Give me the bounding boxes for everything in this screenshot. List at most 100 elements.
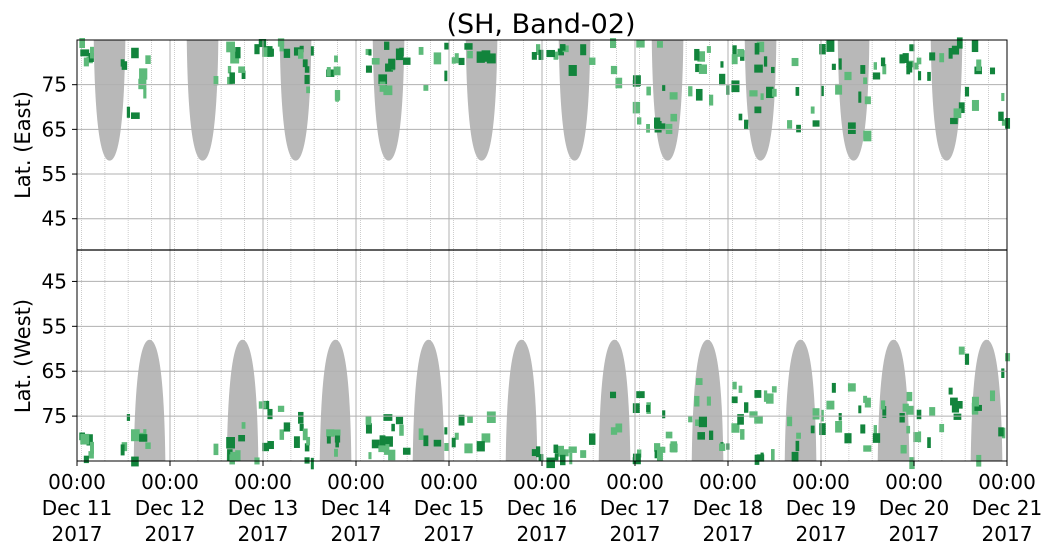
x-tick-label: 00:00 xyxy=(234,470,292,494)
x-tick-label: 00:00 xyxy=(606,470,664,494)
activity-cell-east xyxy=(771,88,777,97)
data-gap-lobe-west xyxy=(505,339,538,461)
activity-cell-east xyxy=(554,52,559,60)
activity-cell-east xyxy=(913,62,919,70)
activity-cell-west xyxy=(948,387,953,395)
activity-cell-west xyxy=(974,404,982,411)
activity-cell-east xyxy=(304,66,310,73)
activity-cell-east xyxy=(688,86,693,97)
activity-cell-east xyxy=(819,43,826,55)
activity-cell-east xyxy=(464,43,473,50)
activity-cell-east xyxy=(831,63,836,70)
activity-cell-west xyxy=(569,452,573,465)
activity-cell-west xyxy=(267,441,274,450)
activity-cell-west xyxy=(83,455,89,464)
activity-cell-west xyxy=(277,405,285,412)
activity-cell-west xyxy=(738,385,743,393)
activity-cell-east xyxy=(795,86,800,96)
activity-cell-east xyxy=(306,86,311,94)
activity-cell-west xyxy=(826,400,835,410)
activity-cell-west xyxy=(927,437,931,449)
activity-cell-west xyxy=(283,422,291,432)
activity-cell-west xyxy=(953,413,962,420)
activity-cell-west xyxy=(423,435,429,447)
activity-cell-east xyxy=(562,45,569,53)
activity-cell-east xyxy=(371,57,380,65)
activity-cell-west xyxy=(226,437,235,449)
activity-cell-east xyxy=(731,54,738,65)
x-tick-label: 00:00 xyxy=(141,470,199,494)
activity-cell-east xyxy=(863,77,868,85)
activity-cell-east xyxy=(864,96,871,105)
activity-cell-west xyxy=(958,346,965,355)
activity-cell-west xyxy=(335,436,339,448)
activity-cell-east xyxy=(423,84,429,91)
activity-cell-east xyxy=(636,117,642,125)
activity-cell-west xyxy=(831,382,836,393)
activity-cell-west xyxy=(744,402,749,413)
activity-cell-east xyxy=(763,56,768,67)
activity-cell-west xyxy=(695,378,703,386)
activity-cell-west xyxy=(951,404,960,413)
activity-cell-east xyxy=(826,39,835,52)
activity-cell-east xyxy=(732,45,737,55)
activity-cell-west xyxy=(864,397,871,408)
x-tick-label: 2017 xyxy=(517,522,568,546)
activity-cell-west xyxy=(835,421,843,433)
activity-cell-west xyxy=(365,423,372,434)
activity-cell-west xyxy=(476,441,485,452)
activity-cell-east xyxy=(262,47,270,57)
activity-cell-west xyxy=(873,425,877,437)
activity-cell-west xyxy=(670,441,678,453)
activity-cell-east xyxy=(791,57,799,67)
activity-cell-east xyxy=(754,106,762,114)
activity-cell-west xyxy=(553,444,559,454)
activity-cell-west xyxy=(882,406,887,418)
activity-cell-west xyxy=(568,446,577,453)
activity-cell-west xyxy=(956,400,963,409)
activity-cell-east xyxy=(402,57,411,65)
activity-cell-east xyxy=(83,57,89,67)
activity-cell-east xyxy=(873,62,877,70)
activity-cell-east xyxy=(646,123,650,133)
activity-cell-east xyxy=(697,51,706,62)
activity-cell-west xyxy=(872,433,881,443)
data-gap-lobe-west xyxy=(133,339,166,461)
activity-cell-west xyxy=(763,390,768,402)
activity-cell-east xyxy=(226,41,235,53)
activity-cell-west xyxy=(535,446,541,458)
activity-cell-west xyxy=(900,444,907,454)
activity-cell-west xyxy=(279,429,285,440)
activity-cell-west xyxy=(378,445,388,453)
activity-cell-east xyxy=(588,57,596,65)
activity-cell-west xyxy=(708,430,714,440)
data-gap-lobe-west xyxy=(784,339,817,461)
activity-cell-east xyxy=(706,46,711,53)
activity-cell-east xyxy=(535,44,541,56)
activity-cell-west xyxy=(464,443,473,454)
activity-cell-east xyxy=(238,66,246,73)
activity-cell-west xyxy=(481,433,491,443)
activity-cell-east xyxy=(418,46,424,55)
activity-cell-east xyxy=(998,111,1004,121)
activity-cell-east xyxy=(953,108,962,119)
activity-cell-east xyxy=(279,45,285,52)
activity-cell-east xyxy=(958,102,965,114)
activity-cell-east xyxy=(130,112,140,119)
x-tick-label: 2017 xyxy=(331,522,382,546)
data-gap-lobe-east xyxy=(744,40,777,161)
activity-cell-west xyxy=(451,437,456,448)
activity-cell-east xyxy=(230,51,240,64)
activity-cell-east xyxy=(610,65,618,75)
activity-cell-west xyxy=(388,449,396,461)
activity-cell-east xyxy=(298,49,304,59)
activity-cell-east xyxy=(444,70,448,82)
activity-cell-east xyxy=(258,38,267,48)
activity-cell-west xyxy=(771,386,777,393)
activity-cell-west xyxy=(632,403,640,414)
x-tick-label: 00:00 xyxy=(885,470,943,494)
activity-cell-east xyxy=(378,74,388,86)
activity-cell-west xyxy=(847,383,856,392)
data-gap-lobe-east xyxy=(186,40,219,161)
